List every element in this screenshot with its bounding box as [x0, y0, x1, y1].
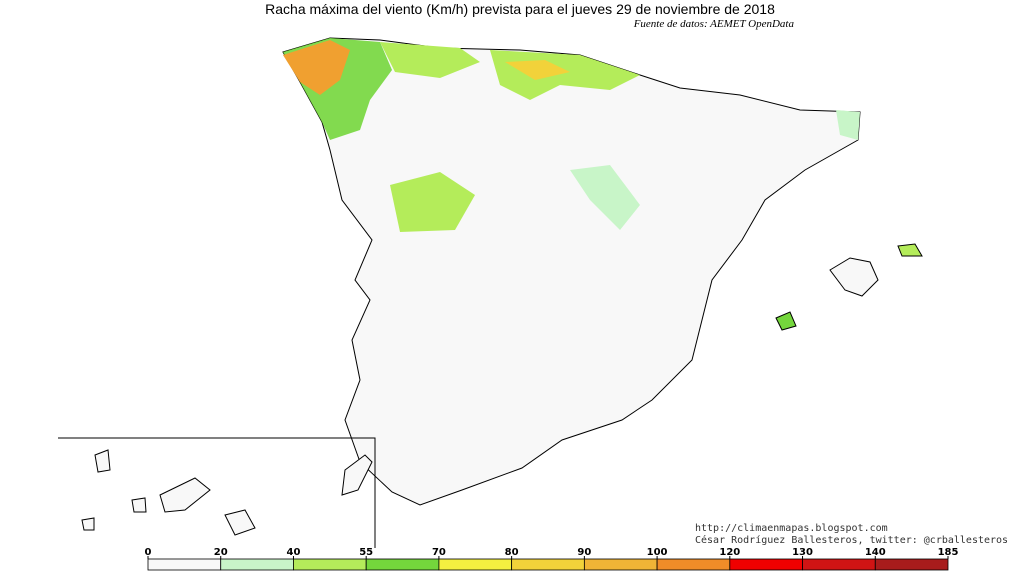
- inset-frame: [58, 437, 376, 548]
- legend-tick-label: 20: [214, 547, 228, 558]
- data-source: Fuente de datos: AEMET OpenData: [633, 18, 795, 30]
- island: [775, 311, 797, 331]
- island: [897, 243, 923, 257]
- credit-author: César Rodríguez Ballesteros, twitter: @c…: [695, 534, 1008, 546]
- legend-bin: [147, 558, 222, 571]
- island: [159, 477, 211, 513]
- legend-tick-label: 0: [145, 547, 152, 558]
- wind-area: [570, 165, 640, 230]
- legend: 0 20 40 55 70 80 90 100 120 130 140 185: [145, 547, 959, 571]
- peninsula: [282, 37, 861, 506]
- wind-area: [836, 110, 860, 140]
- legend-bin: [729, 558, 803, 571]
- legend-bin: [656, 558, 731, 571]
- legend-bin: [293, 558, 367, 571]
- island: [829, 257, 879, 297]
- balearic-islands: [775, 243, 923, 331]
- legend-tick-label: 100: [647, 547, 668, 558]
- island: [131, 497, 147, 513]
- legend-tick-label: 120: [719, 547, 740, 558]
- credit-url: http://climaenmapas.blogspot.com: [695, 523, 888, 534]
- legend-tick-label: 90: [577, 547, 591, 558]
- legend-bin: [511, 558, 585, 571]
- legend-bin: [438, 558, 513, 571]
- legend-tick-label: 70: [432, 547, 446, 558]
- legend-bin: [365, 558, 440, 571]
- wind-area: [390, 172, 475, 232]
- legend-tick-label: 40: [286, 547, 300, 558]
- legend-tick-label: 185: [938, 547, 959, 558]
- canary-inset: [58, 437, 376, 548]
- wind-area: [380, 42, 480, 78]
- legend-tick-label: 55: [359, 547, 373, 558]
- legend-bin: [583, 558, 658, 571]
- legend-tick-label: 80: [505, 547, 519, 558]
- island: [224, 509, 256, 536]
- legend-tick-label: 130: [792, 547, 813, 558]
- map-title: Racha máxima del viento (Km/h) prevista …: [265, 1, 775, 17]
- wind-area: [505, 60, 570, 80]
- wind-area: [283, 40, 350, 95]
- legend-bin: [874, 558, 949, 571]
- legend-bin: [802, 558, 876, 571]
- island: [94, 449, 111, 473]
- legend-tick-label: 140: [865, 547, 886, 558]
- legend-bin: [220, 558, 294, 571]
- island: [341, 454, 373, 496]
- island: [81, 517, 95, 531]
